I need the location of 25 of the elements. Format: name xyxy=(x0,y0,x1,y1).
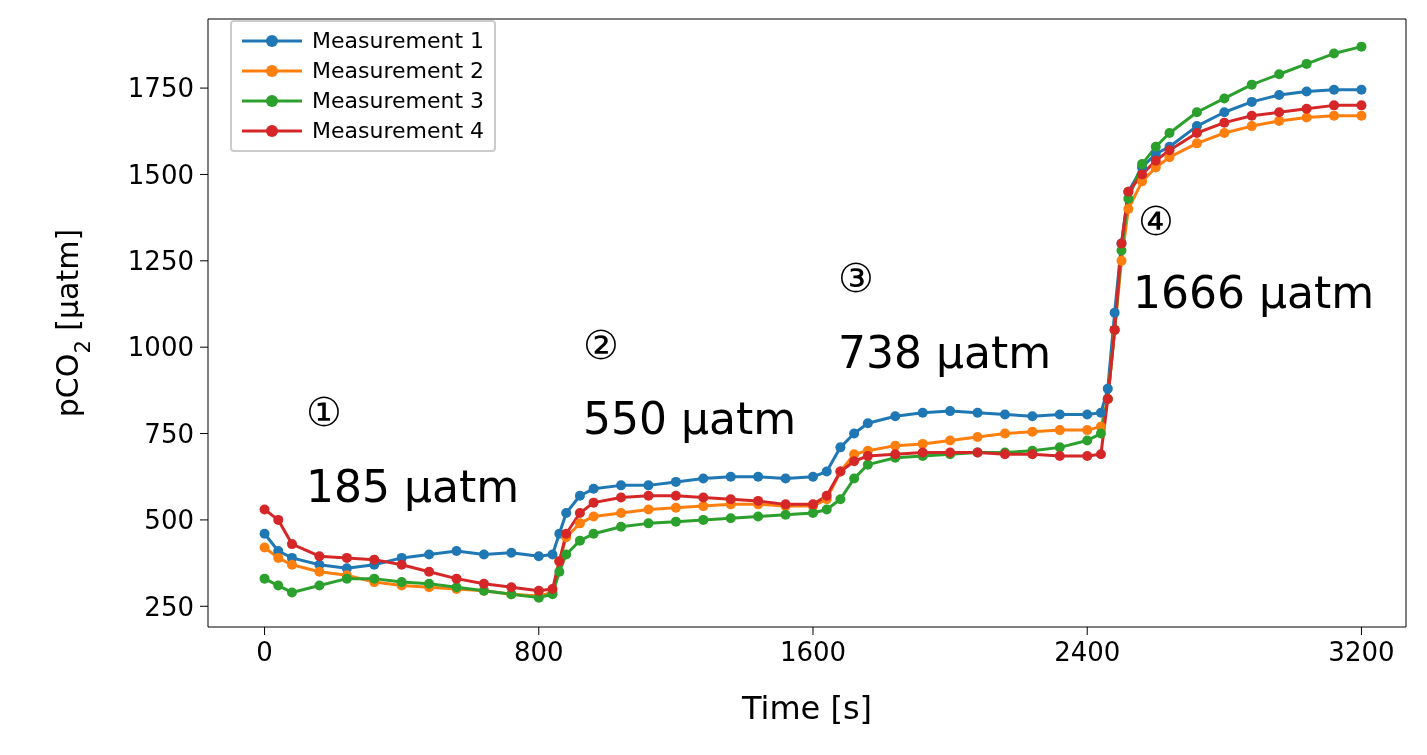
annotation: 550 µatm xyxy=(583,392,797,444)
legend-label: Measurement 4 xyxy=(312,117,485,145)
y-tick-label: 250 xyxy=(144,591,194,622)
annotation: ④ xyxy=(1138,198,1174,244)
x-axis-title: Time [s] xyxy=(740,689,873,727)
x-tick-label: 800 xyxy=(513,637,564,668)
legend-label: Measurement 2 xyxy=(312,57,485,85)
annotation: 738 µatm xyxy=(838,326,1052,378)
annotation: ③ xyxy=(838,255,874,301)
legend-label: Measurement 1 xyxy=(312,27,485,55)
y-tick-label: 1000 xyxy=(127,332,194,363)
y-tick-label: 1250 xyxy=(127,246,194,277)
x-tick-label: 1600 xyxy=(779,637,847,668)
annotation: ② xyxy=(583,322,619,368)
x-tick-label: 0 xyxy=(256,637,273,668)
y-tick-label: 500 xyxy=(144,505,194,536)
y-tick-label: 750 xyxy=(144,418,194,449)
x-tick-label: 3200 xyxy=(1328,637,1395,668)
legend-label: Measurement 3 xyxy=(312,87,485,115)
annotation: 1666 µatm xyxy=(1133,266,1375,318)
y-tick-label: 1500 xyxy=(127,159,194,190)
y-tick-label: 1750 xyxy=(127,73,194,104)
annotation: 185 µatm xyxy=(306,460,520,512)
annotation: ① xyxy=(306,389,342,435)
x-tick-label: 2400 xyxy=(1054,637,1121,668)
